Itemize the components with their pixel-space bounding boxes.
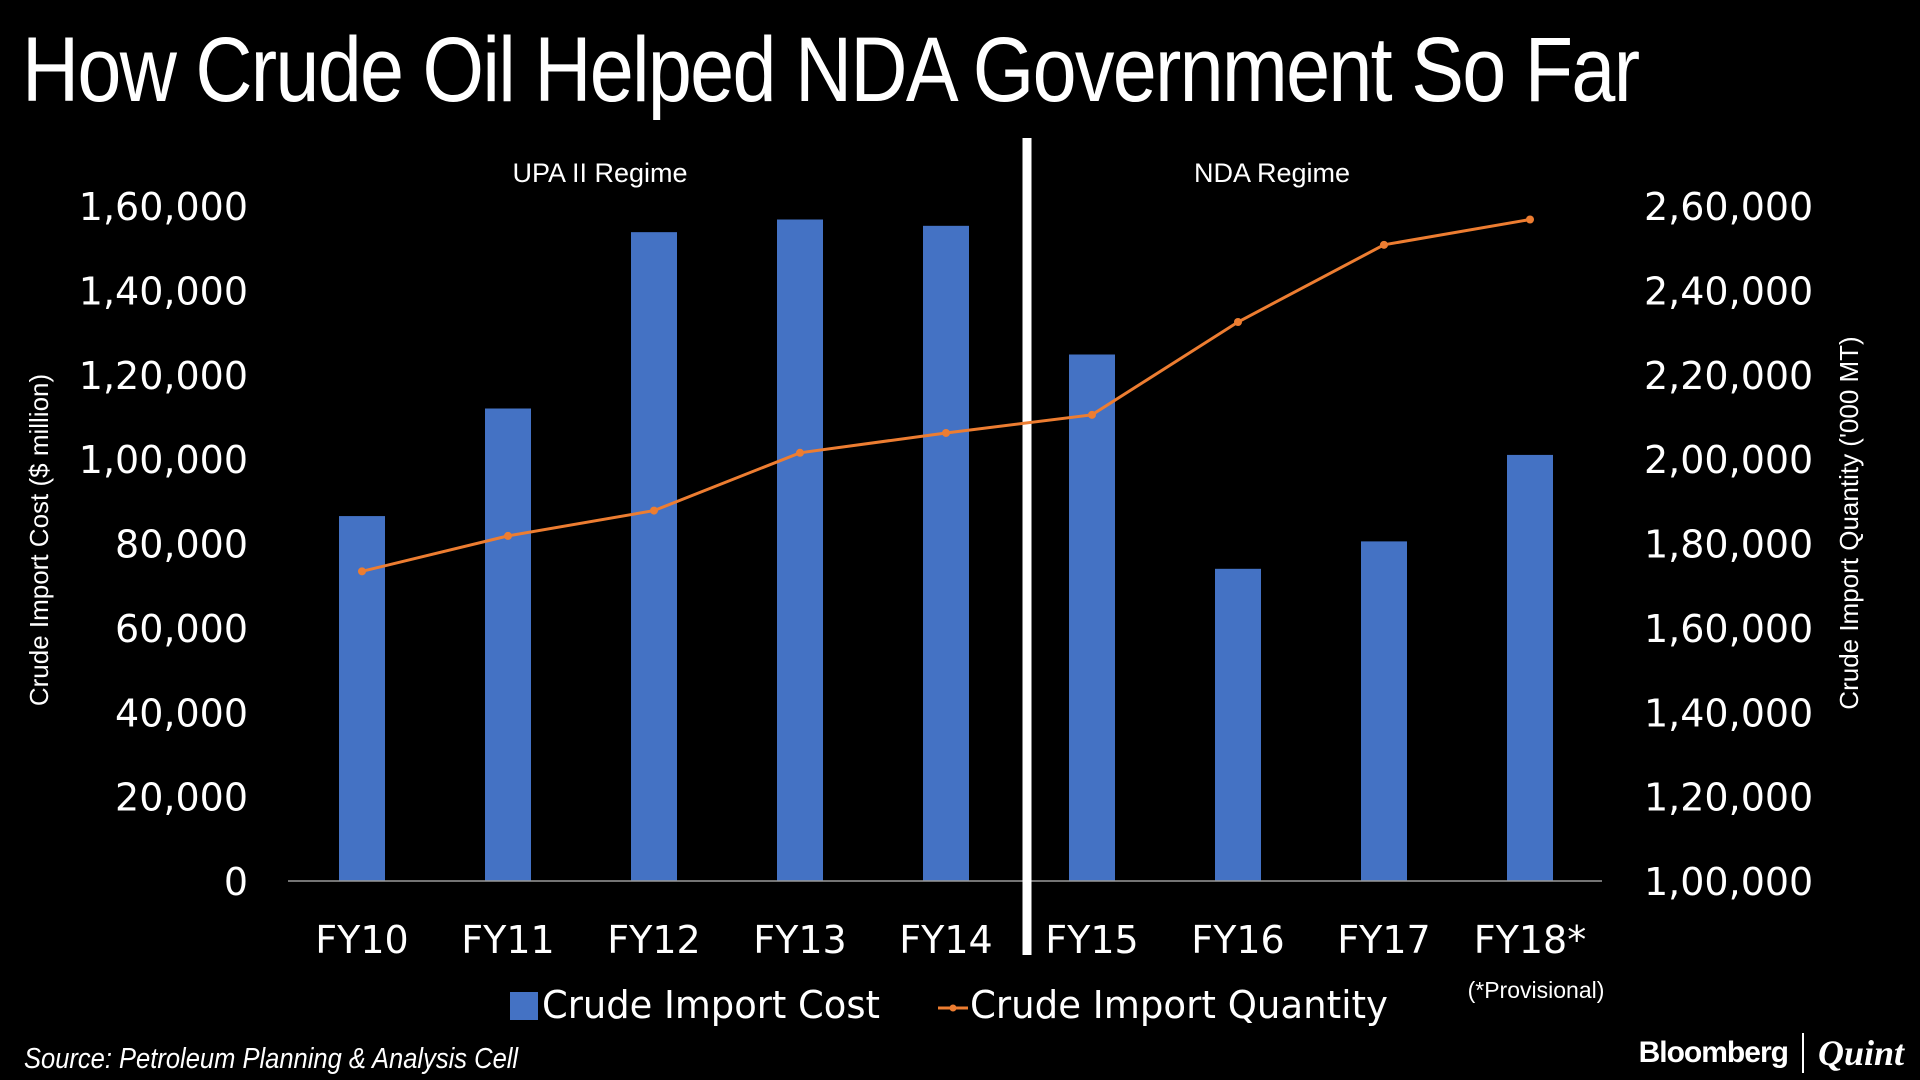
- quantity-point-fy16: [1234, 318, 1242, 327]
- x-tick: FY16: [1191, 918, 1284, 962]
- y-axis-label-left: Crude Import Cost ($ million): [24, 374, 54, 706]
- bar-fy17: [1361, 541, 1407, 881]
- x-axis: FY10 FY11 FY12 FY13 FY14 FY15 FY16 FY17 FY18*: [315, 918, 1586, 962]
- x-tick: FY15: [1045, 918, 1138, 962]
- y-tick-left: 1,60,000: [79, 185, 248, 229]
- legend-label-cost: Crude Import Cost: [542, 983, 880, 1027]
- legend: Crude Import Cost Crude Import Quantity: [510, 983, 1388, 1027]
- legend-swatch-quantity-marker: [949, 1004, 957, 1012]
- y-tick-right: 1,00,000: [1644, 860, 1813, 904]
- brand-quint: Quint: [1817, 1033, 1904, 1073]
- y-tick-right: 1,80,000: [1644, 523, 1813, 567]
- y-tick-left: 40,000: [115, 691, 248, 735]
- left-axis: 0 20,000 40,000 60,000 80,000 1,00,000 1,20,00…: [79, 185, 248, 904]
- source-note: Source: Petroleum Planning & Analysis Ce…: [24, 1043, 519, 1075]
- y-tick-right: 1,40,000: [1644, 691, 1813, 735]
- bar-fy14: [923, 225, 969, 881]
- brand-divider: [1801, 1033, 1804, 1073]
- quantity-point-fy10: [358, 567, 366, 576]
- bar-fy10: [339, 516, 385, 881]
- bar-fy16: [1215, 568, 1261, 881]
- quantity-point-fy12: [650, 506, 658, 515]
- bar-fy15: [1069, 354, 1115, 881]
- x-tick: FY11: [461, 918, 554, 962]
- y-tick-right: 2,20,000: [1644, 354, 1813, 398]
- bar-fy13: [777, 219, 823, 881]
- y-tick-right: 2,40,000: [1644, 269, 1813, 313]
- quantity-point-fy15: [1088, 410, 1096, 419]
- regime-label-nda: NDA Regime: [1194, 158, 1350, 188]
- y-tick-right: 1,20,000: [1644, 776, 1813, 820]
- y-tick-left: 60,000: [115, 607, 248, 651]
- provisional-note: (*Provisional): [1468, 977, 1605, 1003]
- quantity-point-fy14: [942, 428, 950, 437]
- regime-label-upa: UPA II Regime: [512, 158, 687, 188]
- y-axis-label-right: Crude Import Quantity ('000 MT): [1834, 336, 1864, 709]
- x-tick: FY12: [607, 918, 700, 962]
- y-tick-left: 20,000: [115, 776, 248, 820]
- y-tick-left: 0: [224, 860, 248, 904]
- legend-swatch-cost: [510, 992, 538, 1020]
- y-tick-left: 1,00,000: [79, 438, 248, 482]
- bar-fy11: [485, 408, 531, 881]
- right-axis: 1,00,000 1,20,000 1,40,000 1,60,000 1,80,000…: [1644, 185, 1813, 904]
- brand-bloomberg: Bloomberg: [1638, 1036, 1789, 1069]
- quantity-point-fy11: [504, 531, 512, 540]
- y-tick-right: 1,60,000: [1644, 607, 1813, 651]
- x-tick: FY18*: [1474, 918, 1586, 962]
- quantity-point-fy18: [1526, 215, 1534, 224]
- x-tick: FY13: [753, 918, 846, 962]
- line-series: [358, 215, 1534, 576]
- x-tick: FY17: [1337, 918, 1430, 962]
- brand-logo: Bloomberg Quint: [1639, 1032, 1904, 1074]
- y-tick-right: 2,60,000: [1644, 185, 1813, 229]
- bar-series: [339, 219, 1553, 881]
- legend-label-quantity: Crude Import Quantity: [970, 983, 1388, 1027]
- quantity-point-fy13: [796, 448, 804, 457]
- y-tick-right: 2,00,000: [1644, 438, 1813, 482]
- y-tick-left: 80,000: [115, 523, 248, 567]
- x-tick: FY14: [899, 918, 992, 962]
- bar-fy12: [631, 232, 677, 881]
- y-tick-left: 1,40,000: [79, 269, 248, 313]
- quantity-point-fy17: [1380, 240, 1388, 249]
- y-tick-left: 1,20,000: [79, 354, 248, 398]
- x-tick: FY10: [315, 918, 408, 962]
- bar-fy18: [1507, 454, 1553, 881]
- page-title: How Crude Oil Helped NDA Government So F…: [22, 19, 1640, 121]
